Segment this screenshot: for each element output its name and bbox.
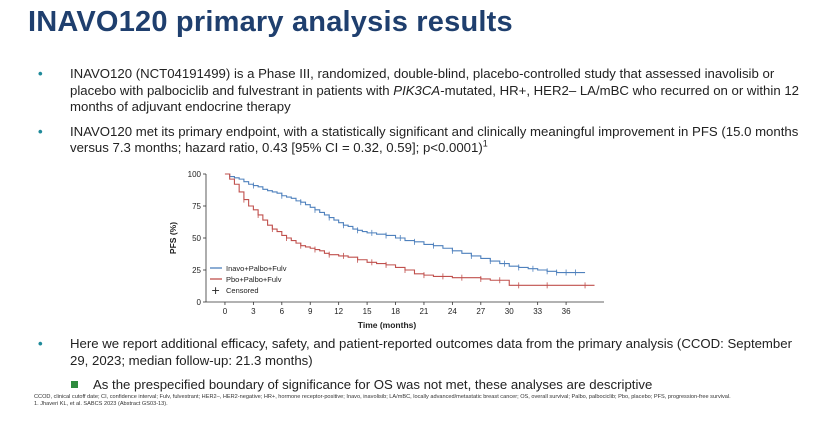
footnotes: CCOD, clinical cutoff date; CI, confiden… bbox=[34, 394, 824, 408]
bullet-list: • INAVO120 (NCT04191499) is a Phase III,… bbox=[38, 66, 813, 165]
bullet2-text: INAVO120 met its primary endpoint, with … bbox=[70, 123, 799, 156]
x-tick-label: 3 bbox=[251, 307, 256, 316]
bullet1-part1: INAVO120 (NCT04191499) is a Phase III, r… bbox=[70, 66, 775, 98]
sub-bullet-square bbox=[71, 381, 78, 388]
y-tick-label: 25 bbox=[192, 266, 201, 275]
bullet-study-design: • INAVO120 (NCT04191499) is a Phase III,… bbox=[38, 66, 813, 116]
x-tick-label: 9 bbox=[308, 307, 313, 316]
bullet3-text: Here we report additional efficacy, safe… bbox=[70, 336, 792, 368]
y-axis-label: PFS (%) bbox=[168, 222, 178, 254]
x-tick-label: 27 bbox=[476, 307, 485, 316]
bullet-dot: • bbox=[38, 66, 43, 81]
footnote-abbreviations: CCOD, clinical cutoff date; CI, confiden… bbox=[34, 394, 731, 400]
sub-bullet-os: As the prespecified boundary of signific… bbox=[38, 377, 813, 394]
y-tick-label: 0 bbox=[197, 298, 202, 307]
footnote-reference: 1. Jhaveri KL, et al. SABCS 2023 (Abstra… bbox=[34, 401, 168, 407]
x-tick-label: 0 bbox=[223, 307, 228, 316]
bullet-list-lower: • Here we report additional efficacy, sa… bbox=[38, 336, 813, 394]
y-tick-label: 50 bbox=[192, 234, 201, 243]
km-curve-series-2 bbox=[224, 173, 595, 286]
x-tick-label: 6 bbox=[280, 307, 285, 316]
x-tick-label: 12 bbox=[334, 307, 343, 316]
x-tick-label: 30 bbox=[505, 307, 514, 316]
bullet-dot: • bbox=[38, 123, 43, 139]
x-tick-label: 15 bbox=[363, 307, 372, 316]
legend-label: Pbo+Palbo+Fulv bbox=[226, 275, 282, 284]
bullet2-sup: 1 bbox=[482, 138, 488, 149]
x-tick-label: 36 bbox=[562, 307, 571, 316]
y-tick-label: 75 bbox=[192, 202, 201, 211]
censored-plus-icon: + bbox=[211, 284, 220, 297]
legend-censored-label: Censored bbox=[226, 286, 259, 295]
slide-title: INAVO120 primary analysis results bbox=[28, 6, 513, 38]
legend-label: Inavo+Palbo+Fulv bbox=[226, 264, 287, 273]
bullet1-italic: PIK3CA bbox=[393, 82, 441, 98]
x-tick-label: 18 bbox=[391, 307, 400, 316]
bullet-primary-endpoint: • INAVO120 met its primary endpoint, wit… bbox=[38, 124, 813, 157]
bullet-additional-data: • Here we report additional efficacy, sa… bbox=[38, 336, 813, 369]
x-tick-label: 24 bbox=[448, 307, 457, 316]
km-curve-series-1 bbox=[224, 173, 586, 274]
x-tick-label: 21 bbox=[419, 307, 428, 316]
sub-bullet-text: As the prespecified boundary of signific… bbox=[93, 377, 653, 392]
x-axis-label: Time (months) bbox=[358, 320, 417, 330]
y-tick-label: 100 bbox=[188, 170, 202, 179]
x-tick-label: 33 bbox=[533, 307, 542, 316]
bullet1-part2: -mutated, HR+, HER2– LA/mBC who recurred… bbox=[70, 82, 799, 115]
bullet-dot: • bbox=[38, 336, 43, 351]
